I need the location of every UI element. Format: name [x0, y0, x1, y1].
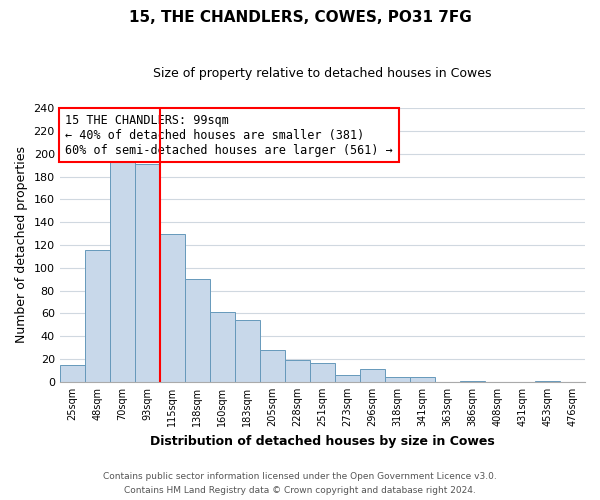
Bar	[185, 279, 210, 382]
Bar	[59, 365, 85, 382]
Text: Contains public sector information licensed under the Open Government Licence v3: Contains public sector information licen…	[103, 472, 497, 481]
Bar	[535, 381, 560, 382]
Bar	[260, 350, 285, 382]
Bar	[360, 370, 385, 382]
Bar	[85, 250, 110, 382]
Bar	[335, 375, 360, 382]
Title: Size of property relative to detached houses in Cowes: Size of property relative to detached ho…	[153, 68, 491, 80]
Bar	[135, 164, 160, 382]
Bar	[385, 378, 410, 382]
Bar	[310, 362, 335, 382]
Bar	[460, 381, 485, 382]
X-axis label: Distribution of detached houses by size in Cowes: Distribution of detached houses by size …	[150, 434, 495, 448]
Bar	[160, 234, 185, 382]
Y-axis label: Number of detached properties: Number of detached properties	[15, 146, 28, 344]
Text: Contains HM Land Registry data © Crown copyright and database right 2024.: Contains HM Land Registry data © Crown c…	[124, 486, 476, 495]
Bar	[235, 320, 260, 382]
Bar	[285, 360, 310, 382]
Text: 15, THE CHANDLERS, COWES, PO31 7FG: 15, THE CHANDLERS, COWES, PO31 7FG	[128, 10, 472, 25]
Text: 15 THE CHANDLERS: 99sqm
← 40% of detached houses are smaller (381)
60% of semi-d: 15 THE CHANDLERS: 99sqm ← 40% of detache…	[65, 114, 392, 156]
Bar	[410, 378, 435, 382]
Bar	[210, 312, 235, 382]
Bar	[110, 156, 135, 382]
